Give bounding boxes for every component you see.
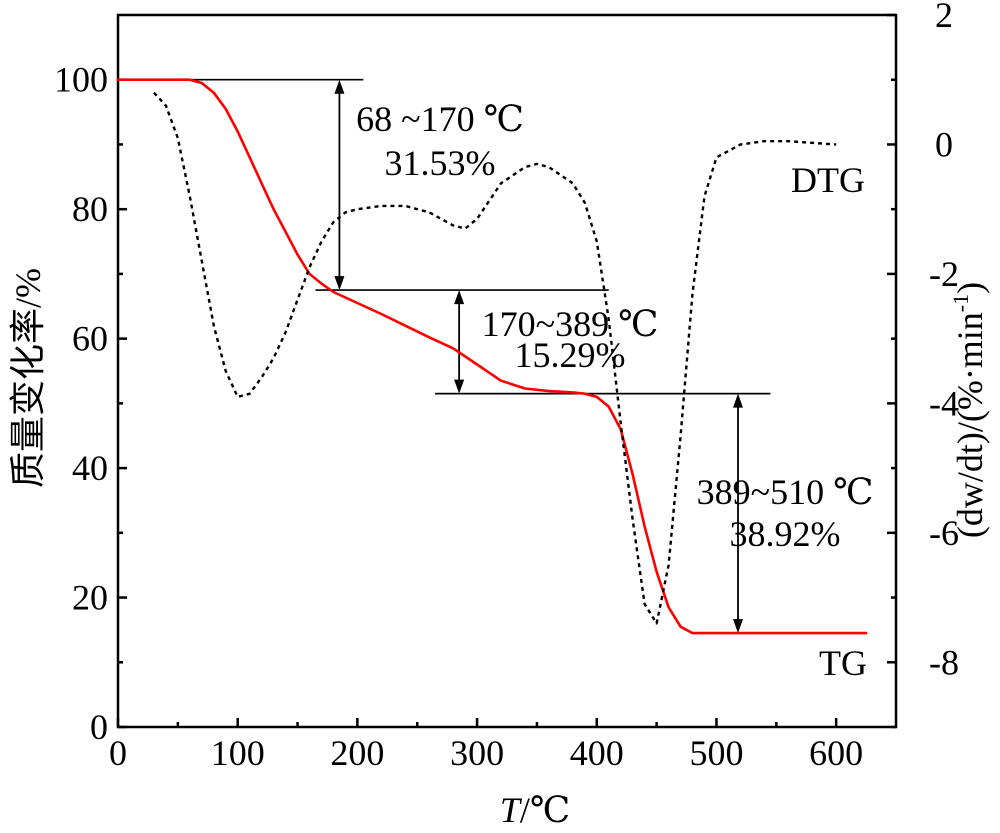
x-tick-label: 300 xyxy=(450,733,504,773)
y-left-tick-label: 20 xyxy=(72,578,108,618)
arrow-step3-head-up xyxy=(733,393,744,408)
arrow-step1-head-up xyxy=(334,79,345,94)
y-left-tick-label: 0 xyxy=(90,707,108,747)
y-axis-right-title-main: (dw/dt)/(%·min xyxy=(950,312,990,538)
arrow-step3-head-down xyxy=(733,619,744,634)
x-axis-title-unit: /℃ xyxy=(520,790,570,830)
annotation-guides xyxy=(118,78,771,634)
x-tick-label: 400 xyxy=(570,733,624,773)
y-right-tick-label: -4 xyxy=(929,383,959,423)
y-axis-right-title: (dw/dt)/(%·min-1) xyxy=(948,282,990,538)
annotation-loss: 15.29% xyxy=(515,335,626,375)
y-axis-right-title-sup: -1 xyxy=(948,294,973,312)
annotation-range: 389~510 ℃ xyxy=(697,472,874,512)
series-label-tg: TG xyxy=(819,643,867,683)
annotation-range: 170~389 ℃ xyxy=(482,304,659,344)
arrow-step2-head-down xyxy=(454,379,465,394)
arrow-step2-head-up xyxy=(454,290,465,305)
y-right-tick-label: 0 xyxy=(935,124,953,164)
labels-layer: 68 ~170 ℃31.53% 170~389 ℃15.29% 389~510 ℃3… xyxy=(356,99,873,683)
y-left-tick-label: 80 xyxy=(72,189,108,229)
annotation-range: 68 ~170 ℃ xyxy=(356,99,524,139)
x-axis-title-italic: T xyxy=(500,790,523,830)
plot-frame xyxy=(116,13,898,729)
series-label-dtg: DTG xyxy=(791,160,865,200)
x-tick-label: 500 xyxy=(689,733,743,773)
y-right-tick-label: -8 xyxy=(929,642,959,682)
y-axis-right-title-close: ) xyxy=(950,282,990,294)
x-tick-label: 0 xyxy=(109,733,127,773)
y-axis-left-title: 质量变化率/% xyxy=(8,268,48,488)
y-right-tick-label: -6 xyxy=(929,513,959,553)
y-left-tick-label: 40 xyxy=(72,448,108,488)
x-tick-label: 200 xyxy=(330,733,384,773)
y-right-tick-label: 2 xyxy=(935,0,953,35)
series-line-dtg xyxy=(153,91,837,625)
x-tick-label: 100 xyxy=(211,733,265,773)
annotation-loss: 31.53% xyxy=(385,143,496,183)
x-tick-label: 600 xyxy=(809,733,863,773)
arrow-step1-head-down xyxy=(334,276,345,291)
series-line-tg xyxy=(116,78,868,635)
x-axis-title: T/℃ xyxy=(500,790,570,830)
y-left-tick-label: 100 xyxy=(54,60,108,100)
annotation-loss: 38.92% xyxy=(730,514,841,554)
y-right-tick-label: -2 xyxy=(929,254,959,294)
series-layer xyxy=(116,78,868,635)
ticks-layer: 0 100 200 300 400 500 60002040608010020-2-4-6-… xyxy=(54,0,959,773)
y-left-tick-label: 60 xyxy=(72,319,108,359)
